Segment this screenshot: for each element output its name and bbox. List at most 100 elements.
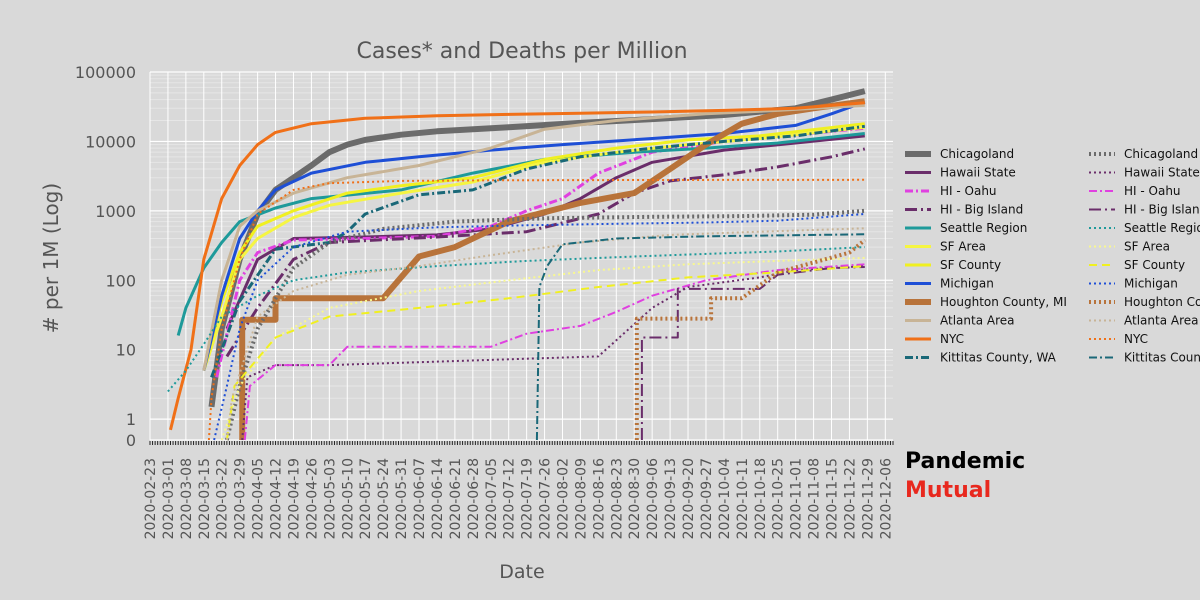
x-tick-label: 2020-07-19 — [520, 458, 536, 539]
series-cases-houghton-county-mi — [239, 98, 866, 440]
x-tick-label: 2020-09-06 — [645, 458, 661, 539]
x-tick-label: 2020-07-05 — [484, 458, 500, 539]
x-tick-label: 2020-10-25 — [771, 458, 787, 539]
y-axis-ticks: 0 1 10 100 1000 10000 100000 — [75, 63, 136, 450]
legend-label: HI - Big Island — [940, 203, 1023, 217]
x-tick-label: 2020-07-26 — [538, 458, 554, 539]
x-tick-label: 2020-03-15 — [197, 458, 213, 539]
x-tick-label: 2020-07-12 — [502, 458, 518, 539]
series-deaths-hi-big-island — [640, 266, 865, 440]
y-tick-label: 10000 — [85, 132, 136, 151]
series-deaths-atlanta-area — [225, 227, 865, 441]
x-tick-label: 2020-03-01 — [161, 458, 177, 539]
x-tick-label: 2020-04-05 — [251, 458, 267, 539]
x-tick-label: 2020-05-03 — [322, 458, 338, 539]
x-tick-label: 2020-05-17 — [358, 458, 374, 539]
x-tick-label: 2020-10-18 — [753, 458, 769, 539]
series-deaths-houghton-county-mi — [634, 238, 867, 440]
legend-label: Hawaii State — [1124, 166, 1200, 180]
x-tick-label: 2020-11-15 — [825, 458, 841, 539]
legend-label: NYC — [1124, 332, 1148, 346]
x-tick-label: 2020-03-29 — [233, 458, 249, 539]
x-tick-label: 2020-12-06 — [878, 458, 894, 539]
x-tick-label: 2020-09-20 — [681, 458, 697, 539]
legend-label: SF Area — [940, 240, 986, 254]
x-tick-label: 2020-08-09 — [573, 458, 589, 539]
x-tick-label: 2020-06-07 — [412, 458, 428, 539]
x-tick-label: 2020-11-22 — [842, 458, 858, 539]
chart-title: Cases* and Deaths per Million — [356, 39, 687, 64]
x-tick-label: 2020-06-14 — [430, 458, 446, 539]
series-cases-michigan — [202, 100, 866, 371]
x-tick-label: 2020-03-08 — [179, 458, 195, 539]
legend-label: Kittitas County, WA — [1124, 351, 1200, 365]
legend-label: Houghton County, MI — [1124, 295, 1200, 309]
x-tick-label: 2020-04-19 — [286, 458, 302, 539]
legend-label: Houghton County, MI — [940, 295, 1067, 309]
x-tick-label: 2020-06-28 — [466, 458, 482, 539]
series-deaths-chicagoland — [224, 208, 865, 441]
x-tick-label: 2020-05-10 — [340, 458, 356, 539]
x-axis-ticks: 2020-02-23 2020-03-01 2020-03-08 2020-03-15… — [143, 458, 894, 539]
legend-label: HI - Big Island — [1124, 203, 1200, 217]
x-tick-label: 2020-10-04 — [717, 458, 733, 539]
x-tick-label: 2020-09-27 — [699, 458, 715, 539]
series-cases-seattle-region — [176, 132, 865, 336]
legend-label: Michigan — [1124, 277, 1178, 291]
legend-label: SF Area — [1124, 240, 1170, 254]
legend-label: Seattle Region — [940, 221, 1027, 235]
x-tick-label: 2020-10-11 — [735, 458, 751, 539]
legend-label: HI - Oahu — [940, 184, 997, 198]
brand-pandemic: Pandemic — [905, 449, 1026, 474]
legend-label: Atlanta Area — [940, 314, 1014, 328]
x-tick-label: 2020-08-30 — [627, 458, 643, 539]
x-tick-label: 2020-05-24 — [376, 458, 392, 539]
x-tick-label: 2020-11-08 — [807, 458, 823, 539]
x-tick-label: 2020-02-23 — [143, 458, 159, 539]
legend-label: Kittitas County, WA — [940, 351, 1057, 365]
legend-label: SF County — [1124, 258, 1185, 272]
series-cases-atlanta-area — [202, 103, 865, 371]
x-tick-label: 2020-06-21 — [448, 458, 464, 539]
series-deaths-seattle-region — [167, 246, 865, 393]
series-cases-nyc — [169, 101, 865, 431]
y-tick-label: 10 — [116, 341, 136, 360]
y-tick-label: 100000 — [75, 63, 136, 82]
series-deaths-sf-area — [220, 256, 865, 441]
brand-mutual: Mutual — [905, 478, 992, 503]
x-tick-label: 2020-04-26 — [304, 458, 320, 539]
y-tick-label: 1000 — [95, 202, 136, 221]
x-tick-label: 2020-05-31 — [394, 458, 410, 539]
series-cases-hi-big-island — [225, 147, 866, 358]
series-lines — [167, 88, 867, 441]
legend-label: Atlanta Area — [1124, 314, 1198, 328]
legend-label: HI - Oahu — [1124, 184, 1181, 198]
x-axis-label: Date — [499, 561, 544, 583]
x-tick-label: 2020-03-22 — [215, 458, 231, 539]
legend-label: Hawaii State — [940, 166, 1016, 180]
x-tick-label: 2020-04-12 — [269, 458, 285, 539]
x-tick-label: 2020-08-16 — [591, 458, 607, 539]
legend-label: Chicagoland — [940, 147, 1014, 161]
legend-label: NYC — [940, 332, 964, 346]
series-cases-sf-county — [202, 122, 865, 371]
x-tick-label: 2020-08-02 — [555, 458, 571, 539]
series-deaths-hi-oahu — [243, 263, 865, 441]
legend-label: Seattle Region — [1124, 221, 1200, 235]
series-deaths-michigan — [213, 213, 865, 441]
legend-label: Michigan — [940, 277, 994, 291]
series-deaths-kittitas-county-wa — [535, 233, 865, 441]
legend-label: SF County — [940, 258, 1001, 272]
y-tick-label: 1 — [126, 410, 136, 429]
y-tick-label: 100 — [105, 271, 136, 290]
x-tick-label: 2020-11-29 — [860, 458, 876, 539]
y-tick-label: 0 — [126, 431, 136, 450]
x-tick-label: 2020-08-23 — [609, 458, 625, 539]
series-deaths-nyc — [207, 178, 865, 441]
legend: Chicagoland Hawaii State HI - Oahu HI - Big… — [905, 147, 1200, 365]
y-axis-label: # per 1M (Log) — [39, 183, 63, 333]
x-tick-label: 2020-11-01 — [789, 458, 805, 539]
legend-label: Chicagoland — [1124, 147, 1198, 161]
